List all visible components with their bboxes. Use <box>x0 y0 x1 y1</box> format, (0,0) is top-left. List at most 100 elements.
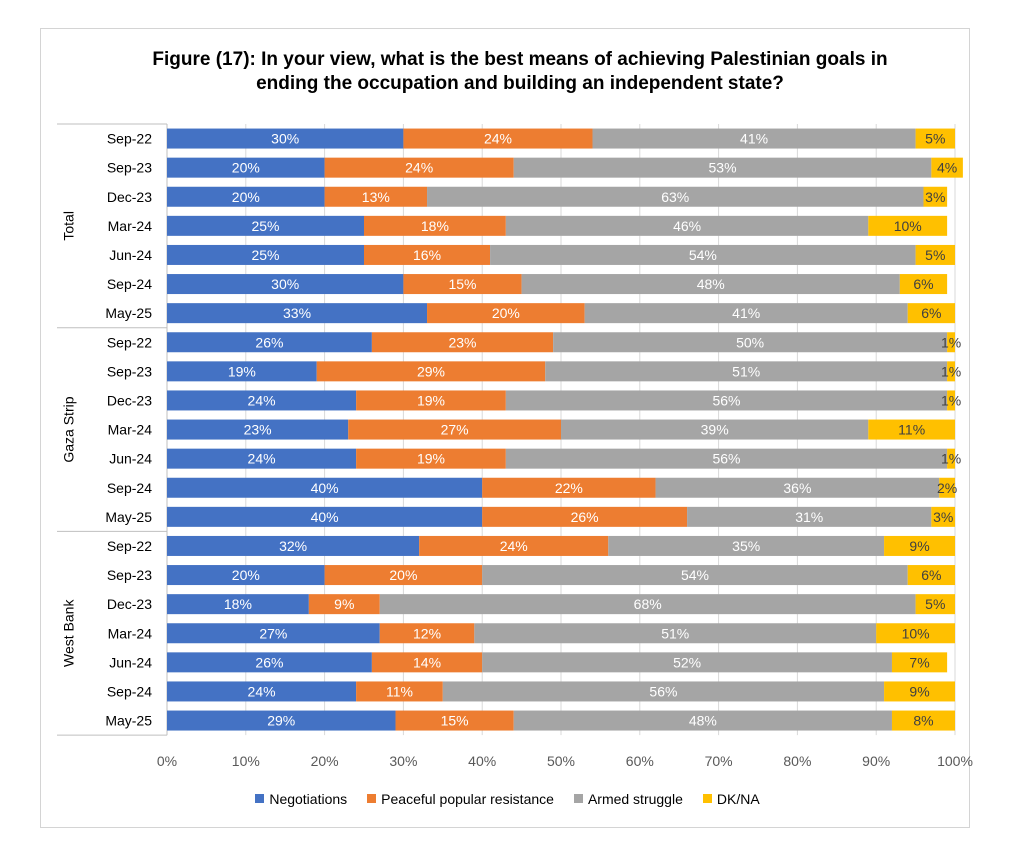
group-label: Gaza Strip <box>61 396 77 462</box>
data-label: 23% <box>448 334 476 350</box>
bar-segment <box>364 244 491 265</box>
bar-segment <box>553 332 948 353</box>
bar-segment <box>545 361 948 382</box>
data-label: 1% <box>941 334 961 350</box>
data-label: 41% <box>740 131 768 147</box>
category-label: Sep-23 <box>107 160 152 176</box>
data-label: 36% <box>783 480 811 496</box>
bar-segment <box>379 594 916 615</box>
category-label: Dec-23 <box>107 392 152 408</box>
legend-swatch <box>255 794 265 803</box>
data-label: 11% <box>386 683 413 699</box>
bar-segment <box>490 244 916 265</box>
bar-segment <box>521 274 900 295</box>
data-label: 40% <box>311 509 339 525</box>
group-label: Total <box>61 211 77 241</box>
data-label: 40% <box>311 480 339 496</box>
bar-segment <box>915 594 955 615</box>
data-label: 39% <box>701 422 729 438</box>
bar-segment <box>167 419 349 440</box>
bar-segment <box>167 594 309 615</box>
bar-segment <box>167 448 357 469</box>
bar-segment <box>482 565 908 586</box>
data-label: 24% <box>405 160 433 176</box>
bar-segment <box>167 274 404 295</box>
bar-segment <box>931 506 955 527</box>
bar-segment <box>324 157 514 178</box>
data-label: 9% <box>909 683 929 699</box>
category-label: Sep-24 <box>107 480 152 496</box>
category-label: Sep-24 <box>107 276 152 292</box>
data-label: 41% <box>732 305 760 321</box>
data-label: 1% <box>941 451 961 467</box>
bar-segment <box>379 623 475 644</box>
category-label: Sep-22 <box>107 131 152 147</box>
data-label: 63% <box>661 189 689 205</box>
bar-segment <box>364 215 506 236</box>
category-label: Mar-24 <box>108 218 153 234</box>
legend-label: Peaceful popular resistance <box>381 790 554 807</box>
data-label: 9% <box>334 596 354 612</box>
legend-item: Negotiations <box>255 791 347 807</box>
data-label: 6% <box>913 276 933 292</box>
bar-segment <box>348 419 561 440</box>
data-label: 6% <box>921 305 941 321</box>
data-label: 24% <box>248 451 276 467</box>
data-label: 16% <box>413 247 441 263</box>
data-label: 4% <box>937 160 957 176</box>
data-label: 13% <box>362 189 390 205</box>
bar-segment <box>167 303 428 324</box>
bar-segment <box>324 186 428 207</box>
data-label: 1% <box>941 363 961 379</box>
bar-segment <box>356 448 506 469</box>
x-tick-label: 70% <box>705 753 733 769</box>
chart-question: : In your view, what is the best means o… <box>249 49 888 94</box>
bar-segment <box>876 623 955 644</box>
category-label: Jun-24 <box>109 247 152 263</box>
category-label: Jun-24 <box>109 654 152 670</box>
data-label: 6% <box>921 567 941 583</box>
data-label: 29% <box>417 363 445 379</box>
data-label: 68% <box>634 596 662 612</box>
category-label: Sep-22 <box>107 538 152 554</box>
data-label: 51% <box>732 363 760 379</box>
legend-swatch <box>367 794 377 803</box>
bar-segment <box>474 623 877 644</box>
data-label: 1% <box>941 392 961 408</box>
category-label: May-25 <box>105 509 152 525</box>
bar-segment <box>167 535 420 556</box>
data-label: 19% <box>417 451 445 467</box>
bar-segment <box>513 710 892 731</box>
data-label: 3% <box>925 189 945 205</box>
bar-segment <box>308 594 380 615</box>
bar-segment <box>561 419 869 440</box>
bar-segment <box>167 157 325 178</box>
x-tick-label: 50% <box>547 753 575 769</box>
bar-segment <box>899 274 948 295</box>
data-label: 15% <box>441 713 469 729</box>
data-label: 32% <box>279 538 307 554</box>
data-label: 54% <box>681 567 709 583</box>
data-label: 20% <box>389 567 417 583</box>
category-label: Sep-22 <box>107 334 152 350</box>
x-tick-label: 0% <box>157 753 177 769</box>
data-label: 24% <box>248 683 276 699</box>
bar-segment <box>608 535 885 556</box>
category-label: May-25 <box>105 305 152 321</box>
bar-segment <box>505 448 948 469</box>
data-label: 20% <box>232 189 260 205</box>
data-label: 20% <box>492 305 520 321</box>
bar-segment <box>915 244 955 265</box>
data-label: 35% <box>732 538 760 554</box>
data-label: 23% <box>244 422 272 438</box>
category-label: May-25 <box>105 713 152 729</box>
category-label: Jun-24 <box>109 451 152 467</box>
data-label: 18% <box>421 218 449 234</box>
bar-segment <box>907 303 955 324</box>
bar-segment <box>482 652 892 673</box>
bar-segment <box>868 419 955 440</box>
bar-segment <box>167 623 380 644</box>
data-label: 24% <box>484 131 512 147</box>
data-label: 48% <box>697 276 725 292</box>
bar-segment <box>923 186 948 207</box>
